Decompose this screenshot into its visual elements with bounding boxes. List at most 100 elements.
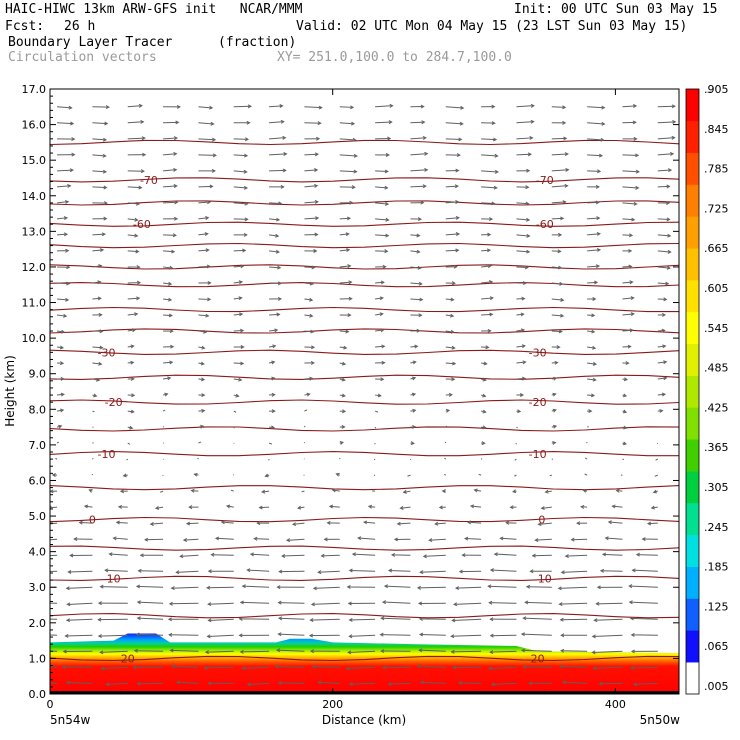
field-units: (fraction) [218, 35, 297, 50]
colorbar-label: .245 [704, 521, 729, 534]
wind-vector [198, 264, 211, 269]
wind-vector [269, 296, 283, 301]
wind-vector [375, 185, 389, 190]
wind-vector [410, 217, 423, 222]
wind-vector [652, 489, 658, 494]
wind-vector [92, 312, 103, 317]
y-tick-label: 13.0 [22, 225, 47, 238]
wind-vector [99, 650, 128, 655]
wind-vector [233, 345, 245, 349]
wind-vector [516, 233, 531, 238]
wind-vector [233, 248, 247, 253]
wind-vector [269, 376, 276, 381]
wind-vector [570, 537, 588, 542]
wind-vector [410, 392, 417, 397]
wind-vector [269, 233, 280, 238]
isotherm-line [50, 485, 679, 491]
wind-vector [622, 104, 638, 109]
wind-vector [587, 105, 606, 110]
wind-vector [136, 616, 164, 621]
wind-vector [493, 552, 517, 557]
wind-vector [198, 361, 205, 366]
y-tick-label: 6.0 [29, 474, 47, 487]
wind-vector [410, 328, 421, 333]
wind-vector [657, 217, 671, 222]
wind-vector [587, 216, 601, 221]
wind-vector [214, 536, 234, 541]
wind-vector [163, 313, 173, 318]
isotherm-line [50, 177, 679, 183]
vector-field-name: Circulation vectors [8, 50, 157, 65]
wind-vector [57, 361, 65, 366]
wind-vector [304, 409, 308, 412]
wind-vector [657, 281, 670, 286]
y-tick-label: 5.0 [29, 510, 47, 523]
wind-vector [256, 521, 270, 526]
wind-vector [657, 328, 666, 333]
wind-vector [381, 600, 411, 605]
wind-vector [276, 585, 305, 590]
wind-vector [269, 249, 280, 254]
wind-vector [453, 602, 482, 607]
y-tick-label: 12.0 [22, 261, 47, 274]
wind-vector [328, 504, 340, 509]
wind-vector [304, 168, 319, 173]
wind-vector [601, 552, 623, 557]
wind-vector [445, 105, 465, 110]
wind-vector [238, 616, 270, 621]
wind-vector [410, 344, 419, 349]
x-endpoint-right: 5n50w [640, 713, 681, 727]
wind-vector [163, 376, 172, 381]
wind-vector [154, 506, 164, 510]
wind-vector [198, 377, 206, 382]
wind-vector [57, 265, 71, 270]
colorbar-swatch [686, 598, 699, 631]
wind-vector [185, 521, 199, 526]
wind-vector [450, 649, 482, 654]
wind-vector [117, 504, 128, 509]
wind-vector [112, 536, 128, 541]
forecast-label: Fcst: [5, 19, 45, 34]
wind-vector [381, 665, 411, 670]
wind-vector [55, 457, 58, 460]
colorbar-swatch [686, 343, 699, 376]
wind-vector [551, 167, 570, 172]
wind-vector [445, 137, 463, 142]
wind-vector [481, 441, 486, 446]
wind-vector [97, 634, 128, 639]
wind-vector [204, 650, 234, 655]
wind-vector [92, 329, 104, 334]
wind-vector [65, 618, 93, 623]
wind-vector [264, 473, 270, 478]
wind-vector [641, 537, 658, 542]
wind-vector [57, 184, 72, 188]
wind-vector [410, 120, 426, 125]
wind-vector [233, 361, 245, 366]
wind-vector [410, 408, 417, 413]
wind-vector [418, 632, 446, 637]
wind-vector [198, 168, 216, 173]
wind-vector [233, 410, 237, 413]
colorbar-top-label: – [707, 85, 713, 98]
wind-vector [61, 665, 93, 669]
wind-vector [657, 200, 671, 205]
wind-vector [587, 361, 598, 366]
wind-vector [56, 408, 65, 413]
wind-vector [481, 328, 492, 333]
wind-vector [127, 136, 146, 141]
wind-vector [348, 682, 376, 686]
wind-vector [274, 664, 305, 669]
wind-vector [64, 633, 93, 638]
wind-vector [304, 152, 319, 157]
wind-vector [168, 632, 199, 637]
wind-vector [304, 183, 319, 188]
wind-vector [163, 249, 176, 254]
wind-vector [304, 297, 314, 302]
wind-vector [559, 617, 588, 622]
wind-vector [348, 634, 376, 639]
wind-vector [657, 104, 676, 109]
wind-vector [339, 393, 346, 398]
wind-vector [269, 328, 279, 333]
y-tick-label: 4.0 [29, 546, 47, 559]
wind-vector [417, 601, 446, 606]
